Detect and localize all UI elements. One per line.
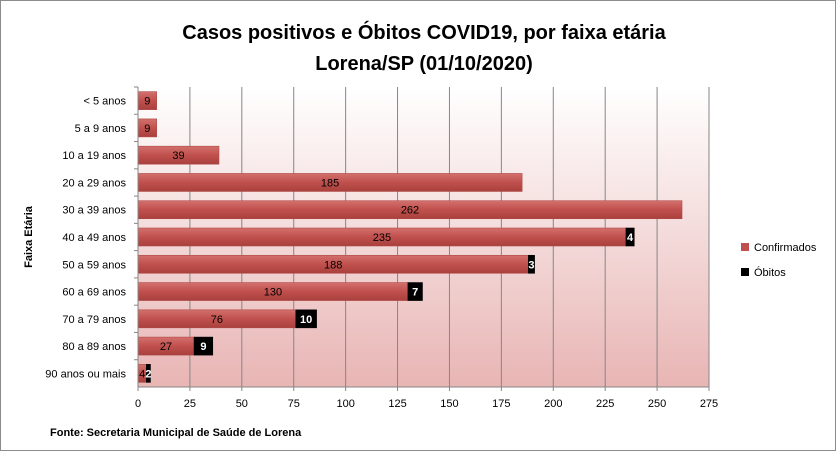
x-tick-label: 200 bbox=[544, 398, 562, 410]
data-label-confirmados: 27 bbox=[160, 341, 172, 353]
x-tick-label: 50 bbox=[236, 398, 248, 410]
data-label-obitos: 7 bbox=[412, 287, 418, 299]
data-label-confirmados: 262 bbox=[401, 205, 419, 217]
data-label-confirmados: 39 bbox=[172, 150, 184, 162]
bar-obitos bbox=[528, 254, 535, 274]
x-axis-ticks: 0 25 50 75 100 125 150 175 200 225 250 275 bbox=[135, 387, 718, 410]
chart-subtitle: Lorena/SP (01/10/2020) bbox=[315, 53, 533, 75]
x-tick-label: 250 bbox=[648, 398, 666, 410]
data-label-confirmados: 130 bbox=[264, 287, 282, 299]
x-tick-label: 25 bbox=[184, 398, 196, 410]
bar-obitos bbox=[625, 227, 635, 247]
y-category-label: 70 a 79 anos bbox=[62, 314, 126, 326]
data-label-obitos: 3 bbox=[528, 259, 534, 271]
bar-obitos bbox=[193, 336, 214, 356]
legend-label-confirmados: Confirmados bbox=[754, 242, 817, 254]
bar-obitos bbox=[407, 282, 423, 301]
y-category-label: 5 a 9 anos bbox=[75, 123, 127, 135]
legend-swatch-obitos bbox=[741, 268, 749, 276]
data-label-confirmados: 76 bbox=[211, 314, 223, 326]
x-tick-label: 225 bbox=[596, 398, 614, 410]
x-tick-label: 100 bbox=[336, 398, 354, 410]
y-category-label: < 5 anos bbox=[83, 96, 126, 108]
chart-title: Casos positivos e Óbitos COVID19, por fa… bbox=[182, 20, 666, 44]
source-note: Fonte: Secretaria Municipal de Saúde de … bbox=[50, 427, 302, 439]
x-tick-label: 275 bbox=[700, 398, 718, 410]
data-label-confirmados: 9 bbox=[144, 96, 150, 108]
x-tick-label: 75 bbox=[288, 398, 300, 410]
y-category-label: 10 a 19 anos bbox=[62, 150, 126, 162]
bar-obitos bbox=[295, 309, 317, 329]
x-tick-label: 125 bbox=[388, 398, 406, 410]
y-category-label: 20 a 29 anos bbox=[62, 177, 126, 189]
y-category-label: 90 anos ou mais bbox=[45, 368, 126, 380]
legend-label-obitos: Óbitos bbox=[754, 266, 786, 279]
bar-obitos bbox=[146, 364, 151, 383]
data-label-confirmados: 185 bbox=[321, 177, 339, 189]
x-tick-label: 150 bbox=[440, 398, 458, 410]
y-category-label: 50 a 59 anos bbox=[62, 259, 126, 271]
y-axis-categories: < 5 anos 5 a 9 anos 10 a 19 anos 20 a 29 an… bbox=[45, 86, 138, 380]
data-label-confirmados: 4 bbox=[139, 368, 145, 380]
legend: Confirmados Óbitos bbox=[741, 242, 817, 279]
data-label-confirmados: 235 bbox=[373, 232, 391, 244]
y-category-label: 30 a 39 anos bbox=[62, 205, 126, 217]
y-axis-title: Faixa Etária bbox=[23, 205, 35, 268]
data-label-obitos: 2 bbox=[145, 368, 151, 380]
y-category-label: 80 a 89 anos bbox=[62, 341, 126, 353]
data-label-confirmados: 188 bbox=[324, 259, 342, 271]
y-category-label: 60 a 69 anos bbox=[62, 287, 126, 299]
data-label-obitos: 9 bbox=[200, 341, 206, 353]
data-label-obitos: 4 bbox=[627, 232, 634, 244]
x-tick-label: 0 bbox=[135, 398, 141, 410]
data-label-obitos: 10 bbox=[300, 314, 312, 326]
y-category-label: 40 a 49 anos bbox=[62, 232, 126, 244]
x-tick-label: 175 bbox=[492, 398, 510, 410]
data-label-confirmados: 9 bbox=[144, 123, 150, 135]
legend-swatch-confirmados bbox=[741, 243, 749, 251]
